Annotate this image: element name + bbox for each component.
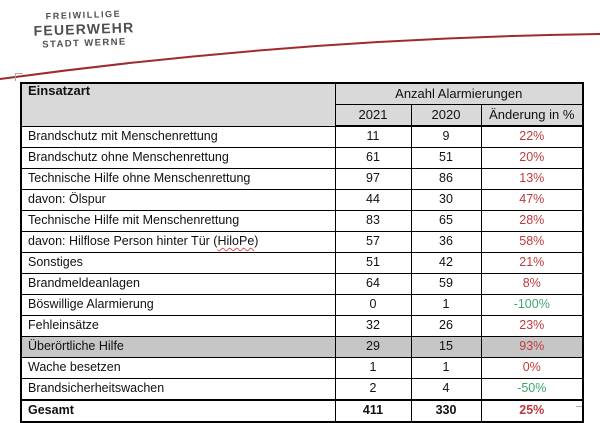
einsatzart-cell: Brandschutz mit Menschenrettung	[20, 125, 336, 148]
value-2020-cell: 30	[410, 189, 482, 211]
table-row: davon: Hilflose Person hinter Tür (HiloP…	[20, 231, 584, 253]
header-2020: 2020	[410, 104, 482, 127]
change-percent-cell: 0%	[480, 357, 584, 379]
value-2021-cell: 2	[334, 378, 412, 401]
change-percent-cell: 25%	[480, 399, 584, 423]
alarm-statistics-table: Einsatzart Anzahl Alarmierungen 2021 202…	[20, 82, 585, 423]
value-2021-cell: 97	[334, 168, 412, 190]
einsatzart-cell: Überörtliche Hilfe	[20, 336, 336, 358]
header-anzahl-alarmierungen: Anzahl Alarmierungen	[334, 82, 584, 105]
value-2021-cell: 64	[334, 273, 412, 295]
einsatzart-cell: Technische Hilfe ohne Menschenrettung	[20, 168, 336, 190]
change-percent-cell: 47%	[480, 189, 584, 211]
crop-mark-top-left	[15, 73, 23, 81]
value-2021-cell: 44	[334, 189, 412, 211]
feuerwehr-logo: FREIWILLIGE FEUERWEHR STADT WERNE	[23, 8, 144, 51]
table-row-total: Gesamt 411 330 25%	[20, 399, 584, 423]
einsatzart-cell: Wache besetzen	[20, 357, 336, 379]
value-2021-cell: 61	[334, 147, 412, 169]
value-2020-cell: 1	[410, 294, 482, 316]
value-2021-cell: 0	[334, 294, 412, 316]
einsatzart-cell: Technische Hilfe mit Menschenrettung	[20, 210, 336, 232]
value-2020-cell: 59	[410, 273, 482, 295]
value-2021-cell: 1	[334, 357, 412, 379]
einsatzart-cell: Brandschutz ohne Menschenrettung	[20, 147, 336, 169]
change-percent-cell: 23%	[480, 315, 584, 337]
change-percent-cell: 13%	[480, 168, 584, 190]
header-aenderung-in-prozent: Änderung in %	[480, 104, 584, 127]
value-2020-cell: 36	[410, 231, 482, 253]
value-2021-cell: 51	[334, 252, 412, 274]
table-row: Wache besetzen 1 1 0%	[20, 357, 584, 379]
einsatzart-cell: Sonstiges	[20, 252, 336, 274]
change-percent-cell: 93%	[480, 336, 584, 358]
einsatzart-cell: Fehleinsätze	[20, 315, 336, 337]
value-2020-cell: 42	[410, 252, 482, 274]
spellcheck-underlined-text: HiloPe	[217, 234, 255, 249]
table-row: davon: Ölspur 44 30 47%	[20, 189, 584, 211]
change-percent-cell: -100%	[480, 294, 584, 316]
table-row: Brandmeldeanlagen 64 59 8%	[20, 273, 584, 295]
change-percent-cell: 28%	[480, 210, 584, 232]
change-percent-cell: 21%	[480, 252, 584, 274]
value-2020-cell: 15	[410, 336, 482, 358]
change-percent-cell: 58%	[480, 231, 584, 253]
table-row: Brandschutz mit Menschenrettung 11 9 22%	[20, 125, 584, 148]
einsatzart-cell: davon: Ölspur	[20, 189, 336, 211]
value-2020-cell: 51	[410, 147, 482, 169]
einsatzart-cell: davon: Hilflose Person hinter Tür (HiloP…	[20, 231, 336, 253]
value-2021-cell: 411	[334, 399, 412, 423]
value-2021-cell: 29	[334, 336, 412, 358]
einsatzart-cell: Brandsicherheitswachen	[20, 378, 336, 401]
table-row: Fehleinsätze 32 26 23%	[20, 315, 584, 337]
value-2020-cell: 330	[410, 399, 482, 423]
table-row: Technische Hilfe mit Menschenrettung 83 65…	[20, 210, 584, 232]
table-row: Böswillige Alarmierung 0 1 -100%	[20, 294, 584, 316]
value-2021-cell: 57	[334, 231, 412, 253]
value-2020-cell: 4	[410, 378, 482, 401]
change-percent-cell: 8%	[480, 273, 584, 295]
header-row-group: Einsatzart Anzahl Alarmierungen	[20, 82, 584, 127]
table-row: Überörtliche Hilfe 29 15 93%	[20, 336, 584, 358]
change-percent-cell: -50%	[480, 378, 584, 401]
value-2020-cell: 9	[410, 125, 482, 148]
einsatzart-cell: Brandmeldeanlagen	[20, 273, 336, 295]
value-2021-cell: 11	[334, 125, 412, 148]
value-2021-cell: 83	[334, 210, 412, 232]
table-row: Technische Hilfe ohne Menschenrettung 97 8…	[20, 168, 584, 190]
table-row: Brandschutz ohne Menschenrettung 61 51 20%	[20, 147, 584, 169]
value-2021-cell: 32	[334, 315, 412, 337]
table-row: Sonstiges 51 42 21%	[20, 252, 584, 274]
header-2021: 2021	[334, 104, 412, 127]
change-percent-cell: 20%	[480, 147, 584, 169]
table-body: Brandschutz mit Menschenrettung 11 9 22% Bra…	[20, 125, 584, 423]
value-2020-cell: 26	[410, 315, 482, 337]
table-row: Brandsicherheitswachen 2 4 -50%	[20, 378, 584, 401]
header-row-years: 2021 2020 Änderung in %	[21, 104, 584, 127]
einsatzart-cell: Böswillige Alarmierung	[20, 294, 336, 316]
value-2020-cell: 86	[410, 168, 482, 190]
change-percent-cell: 22%	[480, 125, 584, 148]
value-2020-cell: 65	[410, 210, 482, 232]
header-einsatzart: Einsatzart	[20, 82, 336, 127]
einsatzart-cell: Gesamt	[20, 399, 336, 423]
table-header: Einsatzart Anzahl Alarmierungen 2021 202…	[20, 82, 584, 127]
value-2020-cell: 1	[410, 357, 482, 379]
